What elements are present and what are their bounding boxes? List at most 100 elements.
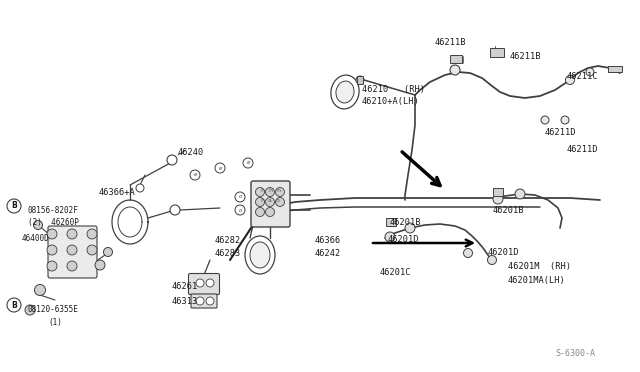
Circle shape bbox=[87, 229, 97, 239]
Text: 46240: 46240 bbox=[178, 148, 204, 157]
Text: 46201D: 46201D bbox=[388, 235, 419, 244]
Circle shape bbox=[493, 194, 503, 204]
Ellipse shape bbox=[250, 242, 270, 268]
Text: 46211B: 46211B bbox=[510, 52, 541, 61]
Text: (1): (1) bbox=[48, 318, 62, 327]
Text: h: h bbox=[268, 187, 272, 192]
Circle shape bbox=[7, 199, 21, 213]
Text: 46242: 46242 bbox=[315, 249, 341, 258]
Text: o: o bbox=[276, 198, 280, 202]
Circle shape bbox=[47, 245, 57, 255]
Text: B: B bbox=[11, 301, 17, 310]
Text: 46211D: 46211D bbox=[567, 145, 598, 154]
Text: 46283: 46283 bbox=[215, 249, 241, 258]
Circle shape bbox=[7, 298, 21, 312]
Circle shape bbox=[266, 198, 275, 206]
Text: (2)  46260P: (2) 46260P bbox=[28, 218, 79, 227]
Text: h: h bbox=[260, 187, 264, 192]
Text: 46366: 46366 bbox=[315, 236, 341, 245]
Circle shape bbox=[405, 223, 415, 233]
Circle shape bbox=[136, 184, 144, 192]
Bar bbox=[386, 218, 396, 226]
Circle shape bbox=[566, 76, 575, 84]
Bar bbox=[450, 55, 462, 63]
Circle shape bbox=[196, 297, 204, 305]
Text: 08120-6355E: 08120-6355E bbox=[28, 305, 79, 314]
Text: h: h bbox=[260, 198, 264, 202]
FancyBboxPatch shape bbox=[48, 226, 97, 278]
Circle shape bbox=[235, 205, 245, 215]
Circle shape bbox=[67, 245, 77, 255]
Ellipse shape bbox=[336, 81, 354, 103]
Circle shape bbox=[255, 198, 264, 206]
Circle shape bbox=[515, 189, 525, 199]
Circle shape bbox=[67, 261, 77, 271]
Text: B: B bbox=[11, 202, 17, 211]
Circle shape bbox=[541, 116, 549, 124]
Text: 46282: 46282 bbox=[215, 236, 241, 245]
Text: 46366+A: 46366+A bbox=[99, 188, 136, 197]
Circle shape bbox=[25, 305, 35, 315]
Text: 46211B: 46211B bbox=[435, 38, 467, 47]
Circle shape bbox=[463, 248, 472, 257]
Bar bbox=[357, 76, 363, 84]
Text: e: e bbox=[193, 173, 196, 177]
Text: o: o bbox=[238, 208, 242, 212]
Text: e: e bbox=[218, 166, 221, 170]
Circle shape bbox=[255, 187, 264, 196]
Text: h: h bbox=[276, 187, 280, 192]
Text: 46201B: 46201B bbox=[493, 206, 525, 215]
Text: 46400D: 46400D bbox=[22, 234, 50, 243]
Circle shape bbox=[255, 208, 264, 217]
Circle shape bbox=[95, 260, 105, 270]
Text: 46201B: 46201B bbox=[390, 218, 422, 227]
Text: 46201MA(LH): 46201MA(LH) bbox=[508, 276, 566, 285]
Bar bbox=[490, 48, 504, 57]
Text: 46210+A(LH): 46210+A(LH) bbox=[362, 97, 420, 106]
Circle shape bbox=[235, 192, 245, 202]
Circle shape bbox=[385, 232, 395, 242]
Text: 46201C: 46201C bbox=[380, 268, 412, 277]
Circle shape bbox=[190, 170, 200, 180]
Circle shape bbox=[488, 256, 497, 264]
Circle shape bbox=[206, 297, 214, 305]
FancyBboxPatch shape bbox=[191, 294, 217, 308]
Circle shape bbox=[243, 158, 253, 168]
Circle shape bbox=[167, 155, 177, 165]
Circle shape bbox=[275, 187, 285, 196]
Circle shape bbox=[47, 261, 57, 271]
Circle shape bbox=[47, 229, 57, 239]
Text: 46201M  (RH): 46201M (RH) bbox=[508, 262, 571, 271]
Text: e: e bbox=[246, 160, 250, 166]
Circle shape bbox=[196, 279, 204, 287]
Ellipse shape bbox=[245, 236, 275, 274]
Text: 46210   (RH): 46210 (RH) bbox=[362, 85, 425, 94]
Text: 46201D: 46201D bbox=[488, 248, 520, 257]
FancyBboxPatch shape bbox=[251, 181, 290, 227]
Circle shape bbox=[33, 221, 42, 230]
Circle shape bbox=[266, 187, 275, 196]
Circle shape bbox=[275, 198, 285, 206]
Circle shape bbox=[450, 65, 460, 75]
Ellipse shape bbox=[331, 75, 359, 109]
Text: S-6300-A: S-6300-A bbox=[555, 349, 595, 358]
Circle shape bbox=[67, 229, 77, 239]
Circle shape bbox=[561, 116, 569, 124]
Circle shape bbox=[206, 279, 214, 287]
FancyBboxPatch shape bbox=[189, 273, 220, 295]
Circle shape bbox=[586, 68, 594, 76]
Text: 46313: 46313 bbox=[172, 297, 198, 306]
Circle shape bbox=[215, 163, 225, 173]
Text: 46261: 46261 bbox=[172, 282, 198, 291]
Bar bbox=[608, 66, 622, 72]
Circle shape bbox=[104, 247, 113, 257]
Text: o: o bbox=[238, 195, 242, 199]
Text: 46211C: 46211C bbox=[567, 72, 598, 81]
Text: 08156-8202F: 08156-8202F bbox=[28, 206, 79, 215]
Circle shape bbox=[356, 76, 364, 84]
Text: 46211D: 46211D bbox=[545, 128, 577, 137]
Circle shape bbox=[35, 285, 45, 295]
Circle shape bbox=[266, 208, 275, 217]
Circle shape bbox=[170, 205, 180, 215]
Bar bbox=[493, 188, 503, 196]
